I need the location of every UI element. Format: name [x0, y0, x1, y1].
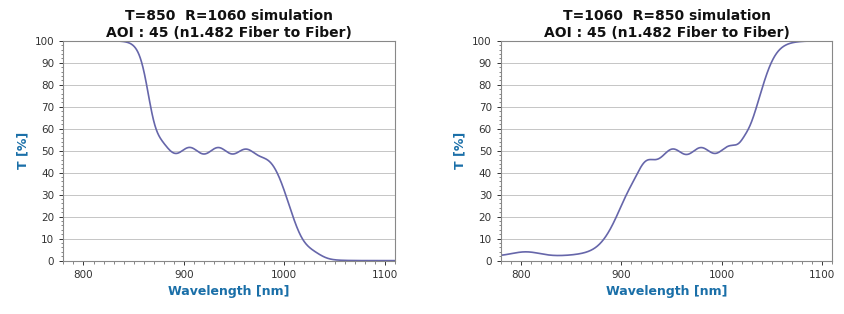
Title: T=850  R=1060 simulation
AOI : 45 (n1.482 Fiber to Fiber): T=850 R=1060 simulation AOI : 45 (n1.482…: [106, 9, 352, 40]
X-axis label: Wavelength [nm]: Wavelength [nm]: [605, 285, 727, 298]
Y-axis label: T [%]: T [%]: [453, 132, 466, 169]
X-axis label: Wavelength [nm]: Wavelength [nm]: [168, 285, 289, 298]
Y-axis label: T [%]: T [%]: [16, 132, 30, 169]
Title: T=1060  R=850 simulation
AOI : 45 (n1.482 Fiber to Fiber): T=1060 R=850 simulation AOI : 45 (n1.482…: [543, 9, 788, 40]
